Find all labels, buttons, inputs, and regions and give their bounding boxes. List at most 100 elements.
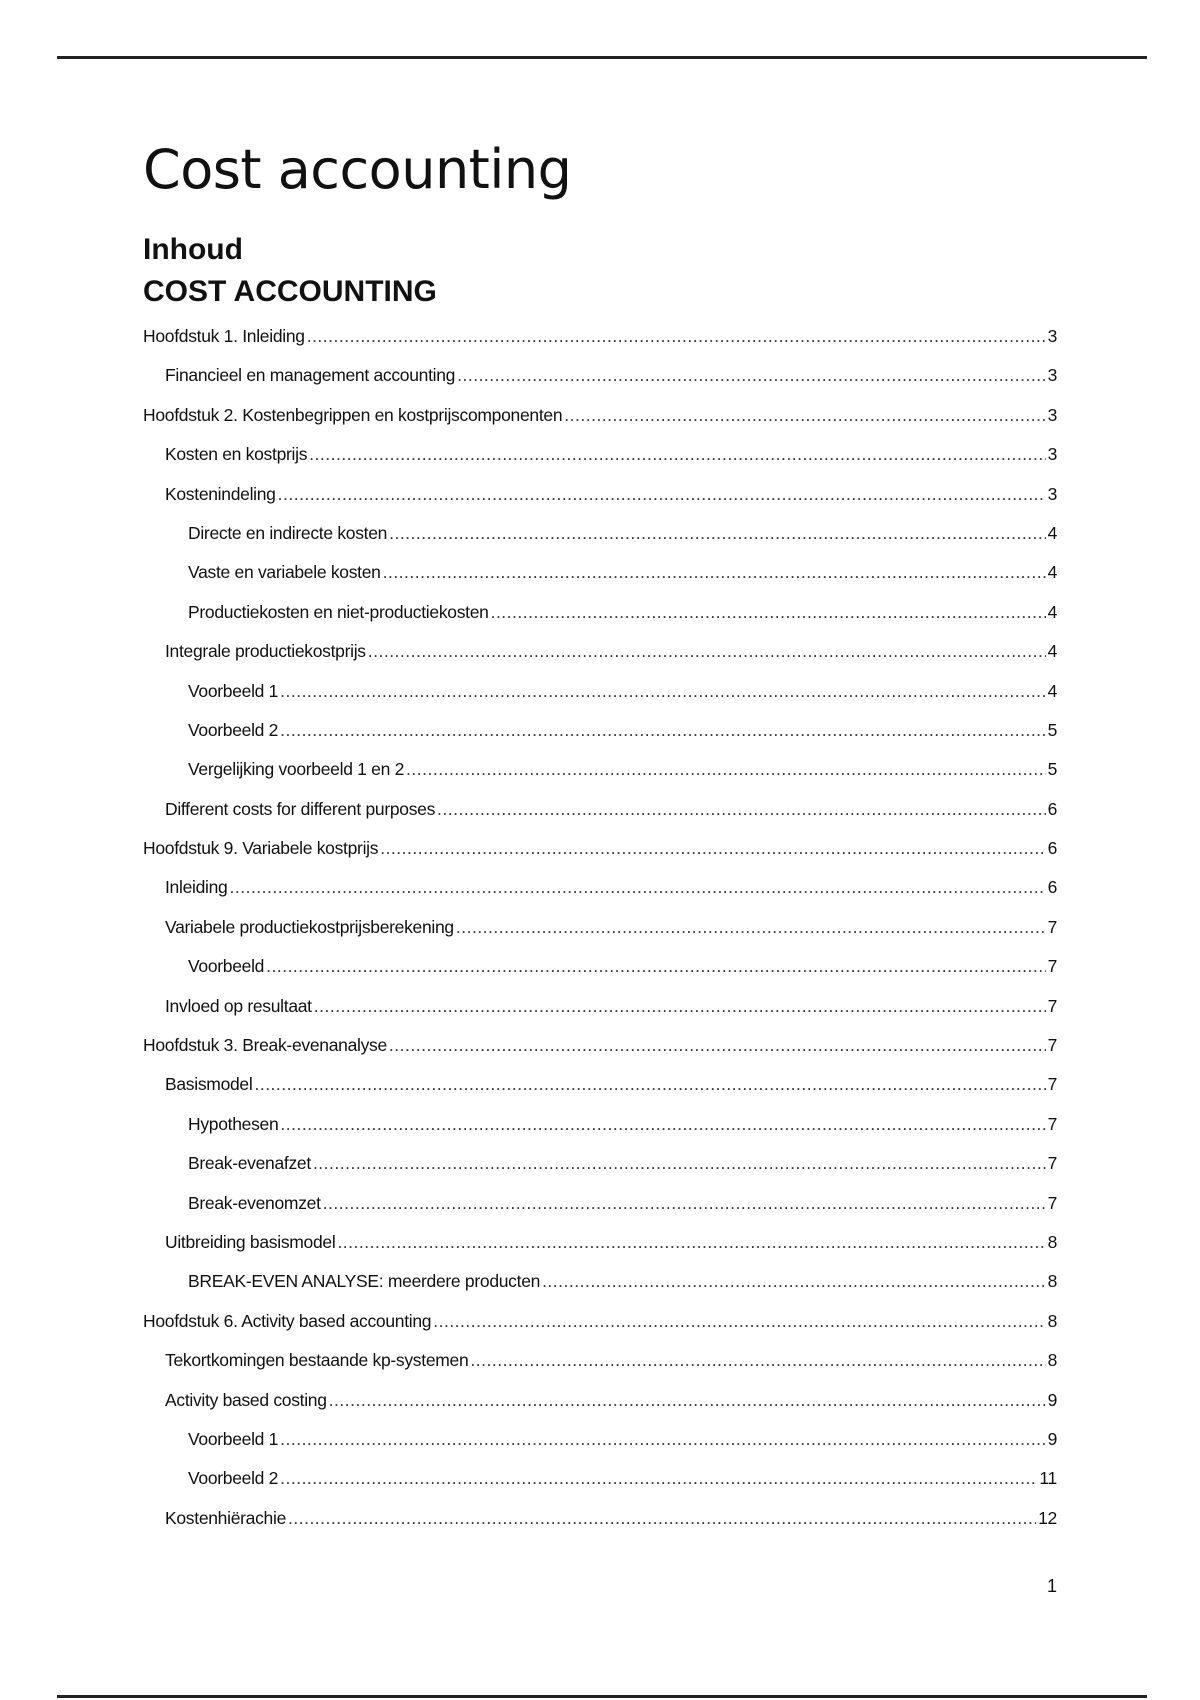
toc-entry[interactable]: Kostenindeling 3 bbox=[143, 484, 1057, 523]
toc-entry[interactable]: Hypothesen 7 bbox=[143, 1114, 1057, 1153]
toc-entry-page: 8 bbox=[1047, 1310, 1058, 1331]
toc-entry-label: Uitbreiding basismodel bbox=[165, 1231, 336, 1252]
toc-entry-label: Activity based costing bbox=[165, 1389, 327, 1410]
toc-entry[interactable]: Voorbeeld 1 9 bbox=[143, 1429, 1057, 1468]
toc-entry-label: Break-evenafzet bbox=[188, 1153, 311, 1174]
toc-entry[interactable]: Break-evenomzet 7 bbox=[143, 1193, 1057, 1232]
toc-entry-label: Break-evenomzet bbox=[188, 1192, 321, 1213]
toc-entry[interactable]: Activity based costing 9 bbox=[143, 1390, 1057, 1429]
toc-leader-dots bbox=[280, 681, 1045, 702]
toc-leader-dots bbox=[254, 1074, 1045, 1095]
toc-entry-page: 7 bbox=[1047, 956, 1058, 977]
toc-entry[interactable]: Vaste en variabele kosten 4 bbox=[143, 562, 1057, 601]
toc-entry[interactable]: Basismodel 7 bbox=[143, 1074, 1057, 1113]
toc-entry[interactable]: Kostenhiërachie 12 bbox=[143, 1508, 1057, 1547]
toc-leader-dots bbox=[383, 562, 1046, 583]
toc-entry-label: Different costs for different purposes bbox=[165, 798, 436, 819]
toc-leader-dots bbox=[389, 523, 1045, 544]
toc-entry-label: Kostenindeling bbox=[165, 483, 276, 504]
toc-entry-label: Voorbeeld 2 bbox=[188, 719, 279, 740]
toc-entry-label: Hoofdstuk 1. Inleiding bbox=[143, 326, 305, 346]
toc-entry[interactable]: Invloed op resultaat 7 bbox=[143, 996, 1057, 1035]
toc-entry-label: Kosten en kostprijs bbox=[165, 444, 308, 465]
toc-leader-dots bbox=[288, 1508, 1036, 1529]
toc-entry[interactable]: Hoofdstuk 6. Activity based accounting 8 bbox=[143, 1311, 1057, 1350]
footer-rule bbox=[57, 1695, 1147, 1698]
toc-entry-page: 3 bbox=[1047, 404, 1058, 425]
toc-leader-dots bbox=[314, 996, 1046, 1017]
toc-leader-dots bbox=[307, 326, 1046, 347]
toc-entry-page: 9 bbox=[1047, 1389, 1058, 1410]
toc-leader-dots bbox=[564, 405, 1045, 426]
toc-entry[interactable]: Voorbeeld 2 5 bbox=[143, 720, 1057, 759]
header-rule bbox=[57, 56, 1147, 59]
page-number: 1 bbox=[1046, 1576, 1057, 1596]
toc-entry[interactable]: Kosten en kostprijs 3 bbox=[143, 444, 1057, 483]
toc-leader-dots bbox=[280, 1114, 1045, 1135]
toc-entry-label: Financieel en management accounting bbox=[165, 365, 456, 386]
toc-leader-dots bbox=[542, 1271, 1046, 1292]
toc-entry[interactable]: BREAK-EVEN ANALYSE: meerdere producten 8 bbox=[143, 1271, 1057, 1310]
toc-entry[interactable]: Voorbeeld 7 bbox=[143, 956, 1057, 995]
toc-entry-label: Hoofdstuk 3. Break-evenanalyse bbox=[143, 1035, 387, 1056]
toc-entry-page: 5 bbox=[1047, 719, 1058, 740]
toc-leader-dots bbox=[368, 641, 1046, 662]
toc-leader-dots bbox=[437, 799, 1046, 820]
toc-entry[interactable]: Hoofdstuk 2. Kostenbegrippen en kostprij… bbox=[143, 405, 1057, 444]
toc-entry-page: 3 bbox=[1047, 326, 1058, 346]
toc-entry[interactable]: Break-evenafzet 7 bbox=[143, 1153, 1057, 1192]
toc-entry-page: 12 bbox=[1038, 1507, 1057, 1528]
toc-entry-label: Productiekosten en niet-productiekosten bbox=[188, 601, 489, 622]
toc-entry-label: Voorbeeld 1 bbox=[188, 680, 279, 701]
toc-leader-dots bbox=[278, 484, 1046, 505]
toc-entry[interactable]: Hoofdstuk 1. Inleiding 3 bbox=[143, 326, 1057, 365]
toc-entry-page: 7 bbox=[1047, 1035, 1058, 1056]
toc-entry[interactable]: Voorbeeld 1 4 bbox=[143, 681, 1057, 720]
toc-entry[interactable]: Inleiding 6 bbox=[143, 877, 1057, 916]
toc-entry-page: 5 bbox=[1047, 759, 1058, 780]
toc-entry-page: 4 bbox=[1047, 562, 1058, 583]
toc-entry-label: Hoofdstuk 2. Kostenbegrippen en kostprij… bbox=[143, 404, 563, 425]
toc-leader-dots bbox=[280, 720, 1045, 741]
toc-leader-dots bbox=[280, 1468, 1037, 1489]
toc-entry-page: 3 bbox=[1047, 365, 1058, 386]
toc-entry[interactable]: Uitbreiding basismodel 8 bbox=[143, 1232, 1057, 1271]
document-title: Cost accounting bbox=[143, 138, 572, 201]
toc-entry-page: 9 bbox=[1047, 1428, 1058, 1449]
toc-entry-page: 8 bbox=[1047, 1231, 1058, 1252]
toc-entry-label: Inleiding bbox=[165, 877, 228, 898]
toc-leader-dots bbox=[433, 1311, 1045, 1332]
toc-entry[interactable]: Directe en indirecte kosten 4 bbox=[143, 523, 1057, 562]
toc-leader-dots bbox=[491, 602, 1046, 623]
toc-leader-dots bbox=[230, 877, 1046, 898]
toc-entry[interactable]: Voorbeeld 2 11 bbox=[143, 1468, 1057, 1507]
toc-entry[interactable]: Hoofdstuk 3. Break-evenanalyse 7 bbox=[143, 1035, 1057, 1074]
toc-entry-label: BREAK-EVEN ANALYSE: meerdere producten bbox=[188, 1271, 541, 1292]
toc-entry-page: 4 bbox=[1047, 680, 1058, 701]
toc-entry[interactable]: Different costs for different purposes 6 bbox=[143, 799, 1057, 838]
toc-entry[interactable]: Productiekosten en niet-productiekosten 4 bbox=[143, 602, 1057, 641]
toc-heading: Inhoud bbox=[143, 233, 243, 266]
toc-leader-dots bbox=[457, 365, 1045, 386]
toc-entry-label: Basismodel bbox=[165, 1074, 253, 1095]
toc-entry-page: 7 bbox=[1047, 995, 1058, 1016]
toc-entry[interactable]: Hoofdstuk 9. Variabele kostprijs 6 bbox=[143, 838, 1057, 877]
toc-entry[interactable]: Integrale productiekostprijs 4 bbox=[143, 641, 1057, 680]
toc-entry-page: 4 bbox=[1047, 641, 1058, 662]
toc-leader-dots bbox=[280, 1429, 1045, 1450]
toc-entry[interactable]: Financieel en management accounting 3 bbox=[143, 365, 1057, 404]
toc-entry-page: 4 bbox=[1047, 522, 1058, 543]
toc-leader-dots bbox=[470, 1350, 1045, 1371]
toc-entry-page: 6 bbox=[1047, 838, 1058, 859]
toc-entry-label: Voorbeeld 1 bbox=[188, 1428, 279, 1449]
toc-leader-dots bbox=[406, 759, 1046, 780]
toc-entry-label: Integrale productiekostprijs bbox=[165, 641, 366, 662]
toc-entry-label: Voorbeeld bbox=[188, 956, 265, 977]
toc-entry-page: 8 bbox=[1047, 1350, 1058, 1371]
toc-entry[interactable]: Tekortkomingen bestaande kp-systemen 8 bbox=[143, 1350, 1057, 1389]
toc-entry-page: 7 bbox=[1047, 1192, 1058, 1213]
toc-entry[interactable]: Variabele productiekostprijsberekening 7 bbox=[143, 917, 1057, 956]
toc-entry-label: Vergelijking voorbeeld 1 en 2 bbox=[188, 759, 405, 780]
toc-entry[interactable]: Vergelijking voorbeeld 1 en 2 5 bbox=[143, 759, 1057, 798]
toc-entry-label: Vaste en variabele kosten bbox=[188, 562, 381, 583]
